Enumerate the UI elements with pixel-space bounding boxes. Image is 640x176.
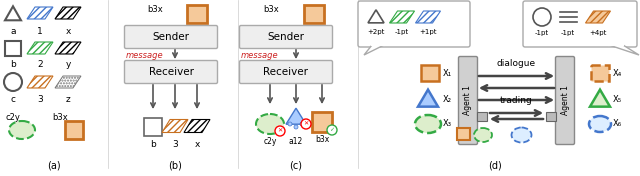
Text: Agent 1: Agent 1 xyxy=(463,86,472,115)
Circle shape xyxy=(300,122,304,126)
Polygon shape xyxy=(162,120,188,133)
Circle shape xyxy=(288,122,292,126)
Text: b3x: b3x xyxy=(52,113,68,122)
Polygon shape xyxy=(590,90,610,107)
Text: X₄: X₄ xyxy=(613,68,622,77)
Bar xyxy=(546,112,556,121)
Text: ✕: ✕ xyxy=(303,121,308,127)
Text: y: y xyxy=(65,60,70,69)
Text: Agent 1: Agent 1 xyxy=(561,86,570,115)
Text: +4pt: +4pt xyxy=(589,30,607,36)
Text: +1pt: +1pt xyxy=(419,29,436,35)
Text: trading: trading xyxy=(500,96,533,105)
Ellipse shape xyxy=(511,127,531,143)
Text: x: x xyxy=(195,140,200,149)
Polygon shape xyxy=(27,76,53,88)
Text: dialogue: dialogue xyxy=(497,59,536,68)
Text: (a): (a) xyxy=(47,160,61,170)
Bar xyxy=(187,5,207,23)
Text: -1pt: -1pt xyxy=(395,29,409,35)
Text: z: z xyxy=(66,95,70,104)
Circle shape xyxy=(275,126,285,136)
FancyBboxPatch shape xyxy=(125,61,218,83)
Polygon shape xyxy=(390,11,415,23)
FancyBboxPatch shape xyxy=(239,61,333,83)
Polygon shape xyxy=(586,11,611,23)
Text: x: x xyxy=(65,27,70,36)
Text: X₃: X₃ xyxy=(443,120,452,128)
Text: Sender: Sender xyxy=(152,32,189,42)
Text: b3x: b3x xyxy=(263,5,279,14)
Circle shape xyxy=(294,125,298,129)
Text: b: b xyxy=(150,140,156,149)
FancyBboxPatch shape xyxy=(239,26,333,49)
Text: 2: 2 xyxy=(37,60,43,69)
Text: -1pt: -1pt xyxy=(561,30,575,36)
Text: X₂: X₂ xyxy=(443,95,452,103)
Text: (b): (b) xyxy=(168,160,182,170)
Text: X₆: X₆ xyxy=(613,120,622,128)
Polygon shape xyxy=(27,42,53,54)
Text: b3x: b3x xyxy=(147,5,163,14)
Bar xyxy=(144,118,162,136)
Text: X₅: X₅ xyxy=(613,95,622,103)
Text: message: message xyxy=(126,52,164,61)
Polygon shape xyxy=(364,45,384,55)
Text: c2y: c2y xyxy=(5,113,20,122)
Polygon shape xyxy=(55,42,81,54)
Text: message: message xyxy=(241,52,278,61)
Bar xyxy=(477,112,487,121)
Bar xyxy=(456,128,470,140)
Text: Receiver: Receiver xyxy=(264,67,308,77)
Polygon shape xyxy=(184,120,210,133)
Ellipse shape xyxy=(589,116,611,132)
Circle shape xyxy=(301,119,311,129)
Text: -1pt: -1pt xyxy=(535,30,549,36)
Text: ✕: ✕ xyxy=(277,128,283,134)
Text: (d): (d) xyxy=(488,160,502,170)
Polygon shape xyxy=(55,76,81,88)
Text: a12: a12 xyxy=(289,137,303,146)
Polygon shape xyxy=(55,7,81,19)
Text: 1: 1 xyxy=(37,27,43,36)
Bar xyxy=(591,65,609,81)
FancyBboxPatch shape xyxy=(556,56,575,144)
FancyBboxPatch shape xyxy=(523,1,637,47)
FancyBboxPatch shape xyxy=(458,56,477,144)
Bar xyxy=(421,65,439,81)
FancyBboxPatch shape xyxy=(358,1,470,47)
Polygon shape xyxy=(609,45,639,55)
Bar xyxy=(312,112,332,132)
Text: a: a xyxy=(10,27,16,36)
Polygon shape xyxy=(286,108,306,124)
Text: ✓: ✓ xyxy=(330,127,335,133)
Bar xyxy=(65,121,83,139)
FancyBboxPatch shape xyxy=(125,26,218,49)
Ellipse shape xyxy=(256,114,284,134)
Text: (c): (c) xyxy=(289,160,303,170)
Polygon shape xyxy=(418,90,438,107)
Text: 3: 3 xyxy=(37,95,43,104)
Text: Sender: Sender xyxy=(268,32,305,42)
Bar xyxy=(5,40,21,55)
Text: X₁: X₁ xyxy=(443,68,452,77)
Polygon shape xyxy=(27,7,53,19)
Text: 3: 3 xyxy=(172,140,178,149)
Text: Receiver: Receiver xyxy=(148,67,193,77)
Circle shape xyxy=(327,125,337,135)
Text: +2pt: +2pt xyxy=(367,29,385,35)
Text: c2y: c2y xyxy=(263,137,276,146)
Ellipse shape xyxy=(474,128,492,142)
Text: b3x: b3x xyxy=(315,135,329,144)
Text: b: b xyxy=(10,60,16,69)
Bar xyxy=(304,5,324,23)
Polygon shape xyxy=(415,11,440,23)
Text: c: c xyxy=(10,95,15,104)
Ellipse shape xyxy=(415,115,441,133)
Ellipse shape xyxy=(9,121,35,139)
